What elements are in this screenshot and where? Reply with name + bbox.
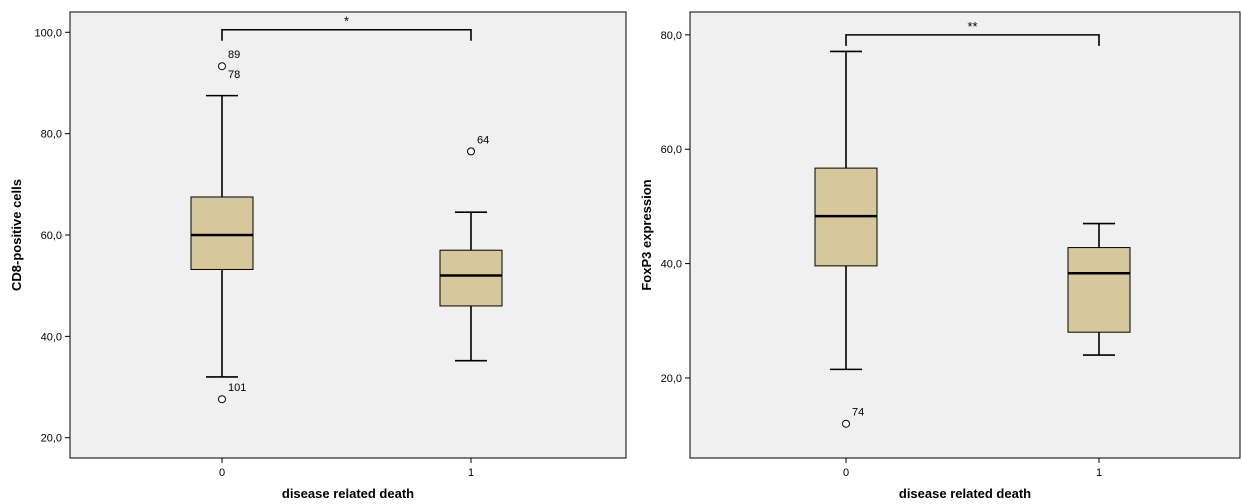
foxp3-y-axis: 20,0 40,0 60,0 80,0 (661, 30, 690, 385)
foxp3-x-tick-label: 0 (843, 467, 849, 479)
cd8-box (190, 196, 254, 270)
cd8-outlier-label: 78 (228, 69, 240, 81)
foxp3-y-tick-label: 40,0 (661, 259, 682, 271)
cd8-y-tick-label: 20,0 (41, 433, 62, 445)
foxp3-y-tick-label: 60,0 (661, 144, 682, 156)
foxp3-marks: 74 ** (814, 19, 1131, 428)
foxp3-x-tick-label: 1 (1096, 467, 1102, 479)
cd8-box-group: 64 (439, 134, 503, 362)
foxp3-box (1067, 247, 1131, 333)
cd8-plot-area (69, 11, 627, 459)
cd8-y-tick-label: 100,0 (34, 27, 62, 39)
cd8-outlier-label: 89 (228, 49, 240, 61)
cd8-y-axis: 20,0 40,0 60,0 80,0 100,0 (34, 27, 70, 445)
cd8-x-tick-label: 0 (219, 467, 225, 479)
foxp3-y-tick-label: 20,0 (661, 373, 682, 385)
foxp3-plot-area (689, 11, 1241, 459)
foxp3-bracket-line (845, 34, 1100, 46)
cd8-marks: 89 78 101 64 * (190, 14, 503, 404)
cd8-y-tick-label: 80,0 (41, 129, 62, 141)
foxp3-box-group: 74 (814, 50, 878, 428)
cd8-y-tick-label: 40,0 (41, 331, 62, 343)
cd8-box (439, 249, 503, 307)
foxp3-significance-label: ** (967, 19, 977, 34)
foxp3-x-axis-title: disease related death (899, 486, 1031, 501)
cd8-outlier-point (467, 147, 475, 156)
foxp3-y-axis-title: FoxP3 expression (639, 179, 654, 290)
cd8-x-axis-title: disease related death (282, 486, 414, 501)
cd8-box-group: 89 78 101 (190, 49, 254, 404)
foxp3-box-group (1067, 222, 1131, 356)
foxp3-outlier-label: 74 (852, 407, 864, 419)
cd8-outlier-label: 64 (477, 134, 489, 146)
cd8-outlier-point (218, 395, 226, 404)
foxp3-outlier-point (842, 419, 850, 428)
cd8-bracket-line (221, 28, 472, 41)
cd8-x-tick-label: 1 (468, 467, 474, 479)
cd8-outlier-point (218, 62, 226, 71)
cd8-significance-bracket: * (221, 14, 472, 41)
foxp3-y-tick-label: 80,0 (661, 30, 682, 42)
cd8-y-axis-title: CD8-positive cells (9, 179, 24, 291)
foxp3-significance-bracket: ** (845, 19, 1100, 46)
cd8-significance-label: * (344, 14, 349, 29)
cd8-y-tick-label: 60,0 (41, 230, 62, 242)
cd8-outlier-label: 101 (228, 382, 246, 394)
